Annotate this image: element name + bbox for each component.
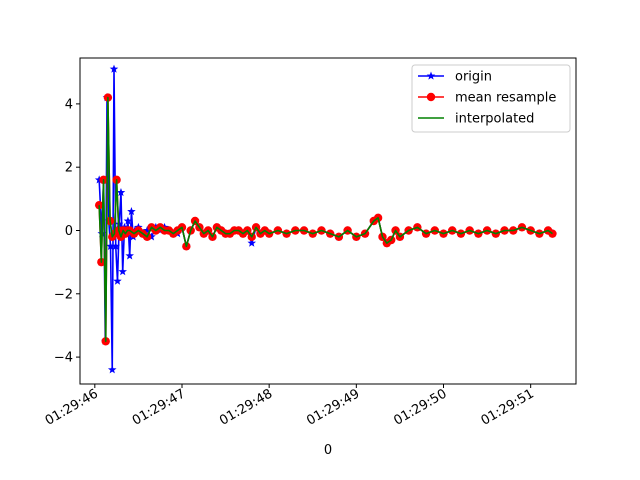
y-tick-label: 4 [65, 97, 73, 112]
series-interpolated [98, 96, 553, 343]
axes-frame [79, 57, 577, 385]
y-tick-label: 0 [65, 224, 73, 239]
series-layer [94, 64, 557, 374]
series-line [98, 96, 553, 343]
legend-item: mean resample [418, 91, 556, 106]
legend-label: interpolated [455, 112, 534, 127]
data-point [147, 232, 156, 241]
data-point [123, 216, 133, 225]
y-tick-label: −4 [54, 351, 73, 366]
data-point [118, 267, 127, 276]
y-tick-label: −2 [54, 287, 73, 302]
legend-box [411, 64, 571, 133]
data-point [113, 276, 122, 285]
data-point [109, 64, 119, 73]
y-tick-label: 2 [65, 161, 73, 176]
legend-marker [426, 92, 436, 102]
data-point [94, 175, 104, 184]
legend: origin mean resample interpolated [411, 64, 571, 133]
data-point [247, 238, 257, 247]
y-axis: −4 −2 0 2 4 [54, 97, 80, 366]
data-point [116, 188, 126, 197]
legend-label: origin [455, 70, 492, 85]
legend-item: interpolated [418, 112, 534, 127]
data-point [127, 207, 136, 216]
data-point [106, 241, 115, 250]
data-point [142, 226, 152, 235]
legend-marker [426, 71, 436, 80]
legend-item: origin [418, 70, 492, 85]
legend-label: mean resample [455, 91, 556, 106]
x-axis-label: 0 [324, 443, 332, 458]
plot-area [79, 57, 577, 385]
data-point [111, 241, 121, 250]
data-point [107, 365, 117, 374]
data-point [125, 251, 134, 260]
